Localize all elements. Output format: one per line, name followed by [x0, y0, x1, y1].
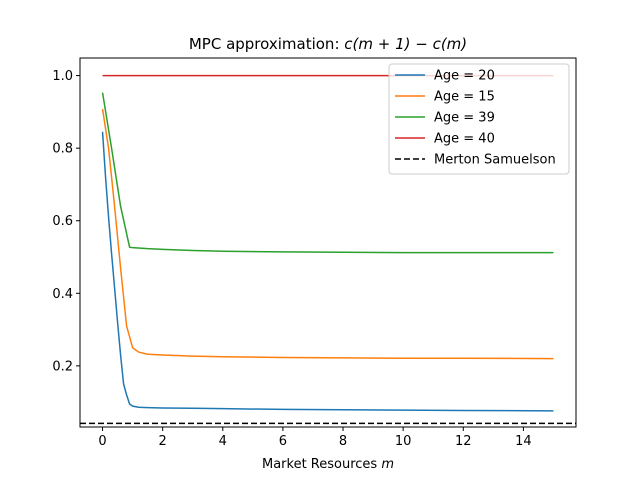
- y-tick-label: 0.8: [52, 142, 73, 157]
- y-tick-label: 1.0: [52, 69, 73, 84]
- legend-label-1: Age = 20: [434, 69, 495, 84]
- series-line-1: [101, 131, 554, 412]
- plot-area: 0 2 4 6 8 10 12 14 0.2 0.4 0.6 0.8 1.0: [52, 57, 577, 449]
- chart-title-math: c(m + 1) − c(m): [344, 35, 467, 53]
- legend-box: [388, 63, 570, 175]
- x-tick-label: 4: [219, 434, 227, 449]
- chart-title: MPC approximation: c(m + 1) − c(m): [189, 35, 467, 53]
- legend-label-3: Age = 39: [434, 111, 495, 126]
- series-layer: [80, 74, 576, 425]
- legend-label-4: Age = 40: [434, 132, 495, 147]
- x-axis-ticks: 0 2 4 6 8 10 12 14: [98, 427, 532, 449]
- x-tick-label: 14: [515, 434, 532, 449]
- legend-label-5: Merton Samuelson: [434, 153, 556, 168]
- x-tick-label: 8: [339, 434, 347, 449]
- x-axis-label: Market Resources m: [262, 457, 394, 472]
- legend-entries: Age = 20 Age = 15 Age = 39 Age = 40 Merton S…: [395, 69, 556, 168]
- legend-label-2: Age = 15: [434, 90, 495, 105]
- x-tick-label: 12: [455, 434, 472, 449]
- x-tick-label: 6: [279, 434, 287, 449]
- series-line-3: [101, 92, 554, 254]
- x-tick-label: 0: [98, 434, 106, 449]
- x-axis-label-math: m: [381, 457, 394, 472]
- y-axis-ticks: 0.2 0.4 0.6 0.8 1.0: [52, 69, 80, 374]
- legend: Age = 20 Age = 15 Age = 39 Age = 40 Merton S…: [388, 63, 570, 175]
- x-axis-label-text: Market Resources: [262, 457, 381, 472]
- y-tick-label: 0.6: [52, 214, 73, 229]
- y-tick-label: 0.4: [52, 287, 73, 302]
- x-tick-label: 10: [395, 434, 412, 449]
- x-tick-label: 2: [159, 434, 167, 449]
- chart-title-text: MPC approximation:: [189, 35, 344, 53]
- axes-frame: [79, 57, 577, 428]
- series-line-2: [101, 108, 554, 360]
- y-tick-label: 0.2: [52, 359, 73, 374]
